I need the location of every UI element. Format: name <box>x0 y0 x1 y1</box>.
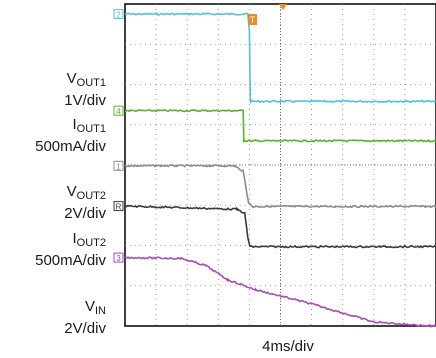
label-vin-main: V <box>84 298 95 315</box>
label-iout2-main: I <box>72 230 77 247</box>
label-vout2-scale: 2V/div <box>64 205 106 222</box>
label-vout1: VOUT1 1V/div <box>12 70 106 109</box>
channel-marker-label-vout2: 1 <box>116 162 121 171</box>
label-vout2-main: V <box>66 183 77 200</box>
label-vout1-main: V <box>66 70 77 87</box>
trigger-position-arrow <box>279 4 287 10</box>
label-iout2-sub: OUT2 <box>76 237 106 249</box>
channel-marker-label-vin: 3 <box>116 254 121 263</box>
label-vout1-scale: 1V/div <box>64 92 106 109</box>
channel-marker-iout1 <box>113 105 124 116</box>
label-iout1-scale: 500mA/div <box>35 138 106 155</box>
trace-iout1 <box>124 108 436 143</box>
trace-vin <box>124 256 436 328</box>
label-iout1-main: I <box>72 116 77 133</box>
trigger-marker-label: T <box>250 15 256 25</box>
trace-iout2 <box>124 204 436 249</box>
channel-marker-label-iout1: 4 <box>116 107 121 116</box>
channel-marker-vout2 <box>113 160 124 171</box>
channel-markers: 2 4 1 R 3 <box>113 9 124 263</box>
traces <box>124 12 436 328</box>
channel-marker-vout1 <box>113 9 124 20</box>
label-vin-scale: 2V/div <box>64 320 106 337</box>
x-axis-label: 4ms/div <box>262 338 314 355</box>
trigger-marker: T <box>248 14 258 25</box>
trace-vout1 <box>124 12 436 105</box>
label-vout1-sub: OUT1 <box>76 77 106 89</box>
channel-marker-vin <box>113 252 124 263</box>
label-vout2: VOUT2 2V/div <box>12 183 106 222</box>
label-vout2-sub: OUT2 <box>76 190 106 202</box>
label-vin: VIN 2V/div <box>12 298 106 337</box>
channel-marker-label-vout1: 2 <box>116 11 121 20</box>
label-vin-sub: IN <box>95 305 106 317</box>
label-iout2: IOUT2 500mA/div <box>0 230 106 269</box>
label-iout1: IOUT1 500mA/div <box>0 116 106 155</box>
trace-vout2 <box>124 164 436 209</box>
label-iout1-sub: OUT1 <box>76 123 106 135</box>
channel-marker-iout2 <box>113 201 124 212</box>
label-iout2-scale: 500mA/div <box>35 252 106 269</box>
channel-marker-label-iout2: R <box>116 203 122 212</box>
